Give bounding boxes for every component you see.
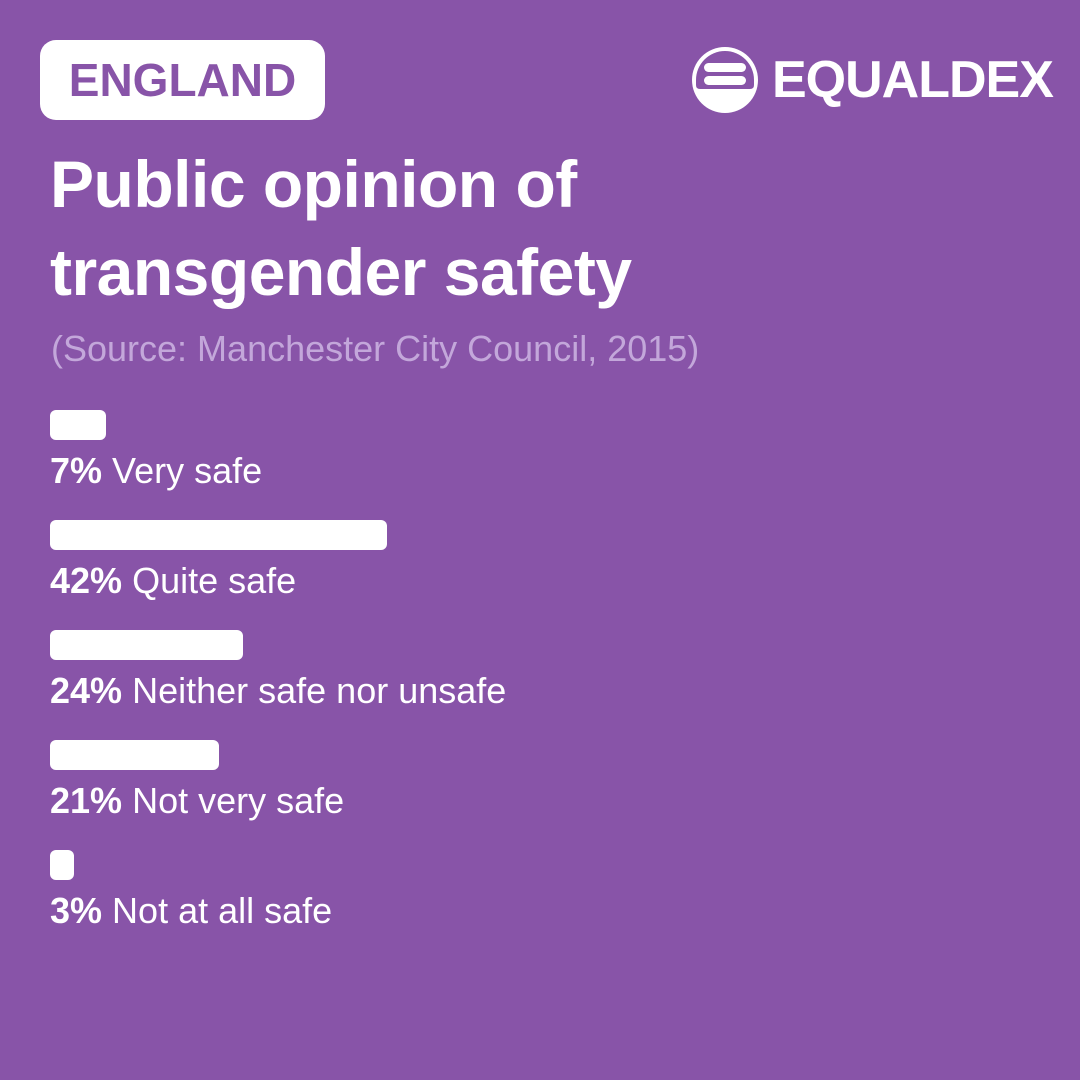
page-title: Public opinion of transgender safety [50,140,632,316]
bar-percent: 42% [50,560,123,601]
chart-row: 7% Very safe [50,410,387,520]
bar-very-safe [50,410,106,440]
chart-row: 3% Not at all safe [50,850,387,960]
bar-label: 3% Not at all safe [50,890,332,932]
bar-label: 21% Not very safe [50,780,344,822]
bar-label: 24% Neither safe nor unsafe [50,670,506,712]
bar-chart: 7% Very safe 42% Quite safe 24% Neither … [50,410,506,960]
bar-category: Not very safe [132,780,345,821]
equaldex-logo: EQUALDEX [690,45,1054,115]
country-badge: ENGLAND [40,40,325,120]
bar-label: 7% Very safe [50,450,262,492]
title-line-1: Public opinion of [50,147,577,221]
bar-percent: 21% [50,780,123,821]
bar-quite-safe [50,520,387,550]
bar-percent: 7% [50,450,103,491]
bar-percent: 3% [50,890,103,931]
country-badge-label: ENGLAND [68,54,297,106]
bar-not-very-safe [50,740,219,770]
title-line-2: transgender safety [50,235,632,309]
bar-category: Not at all safe [112,890,333,931]
bar-neither [50,630,243,660]
bar-not-at-all-safe [50,850,74,880]
equaldex-logo-icon [692,47,758,113]
bar-percent: 24% [50,670,123,711]
chart-row: 21% Not very safe [50,740,387,850]
bar-category: Very safe [112,450,263,491]
bar-category: Quite safe [132,560,297,601]
bar-label: 42% Quite safe [50,560,296,602]
brand-name: EQUALDEX [772,51,1054,109]
source-note: (Source: Manchester City Council, 2015) [51,328,700,369]
chart-row: 42% Quite safe [50,520,387,630]
chart-row: 24% Neither safe nor unsafe [50,630,506,740]
bar-category: Neither safe nor unsafe [132,670,507,711]
